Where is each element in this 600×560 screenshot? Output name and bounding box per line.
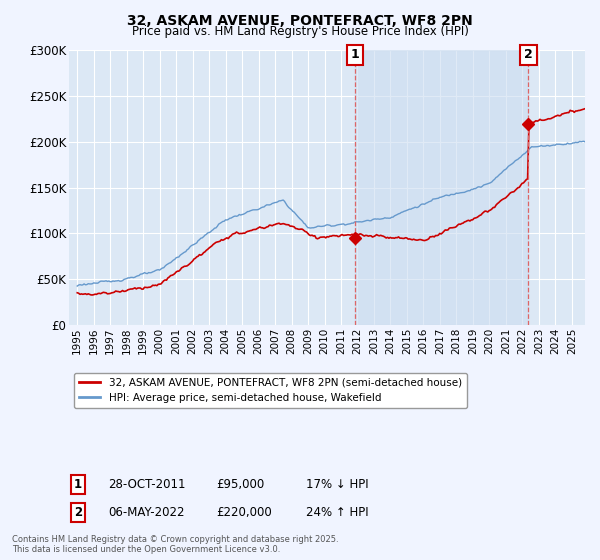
Text: Price paid vs. HM Land Registry's House Price Index (HPI): Price paid vs. HM Land Registry's House … bbox=[131, 25, 469, 38]
Text: £220,000: £220,000 bbox=[216, 506, 272, 519]
Text: 32, ASKAM AVENUE, PONTEFRACT, WF8 2PN: 32, ASKAM AVENUE, PONTEFRACT, WF8 2PN bbox=[127, 14, 473, 28]
Text: 24% ↑ HPI: 24% ↑ HPI bbox=[306, 506, 368, 519]
Text: £95,000: £95,000 bbox=[216, 478, 264, 491]
Text: Contains HM Land Registry data © Crown copyright and database right 2025.
This d: Contains HM Land Registry data © Crown c… bbox=[12, 535, 338, 554]
Text: 06-MAY-2022: 06-MAY-2022 bbox=[108, 506, 185, 519]
Text: 1: 1 bbox=[74, 478, 82, 491]
Text: 2: 2 bbox=[74, 506, 82, 519]
Text: 17% ↓ HPI: 17% ↓ HPI bbox=[306, 478, 368, 491]
Text: 2: 2 bbox=[524, 49, 533, 62]
Legend: 32, ASKAM AVENUE, PONTEFRACT, WF8 2PN (semi-detached house), HPI: Average price,: 32, ASKAM AVENUE, PONTEFRACT, WF8 2PN (s… bbox=[74, 372, 467, 408]
Bar bbox=[355, 50, 529, 325]
Text: 28-OCT-2011: 28-OCT-2011 bbox=[108, 478, 185, 491]
Text: 1: 1 bbox=[350, 49, 359, 62]
